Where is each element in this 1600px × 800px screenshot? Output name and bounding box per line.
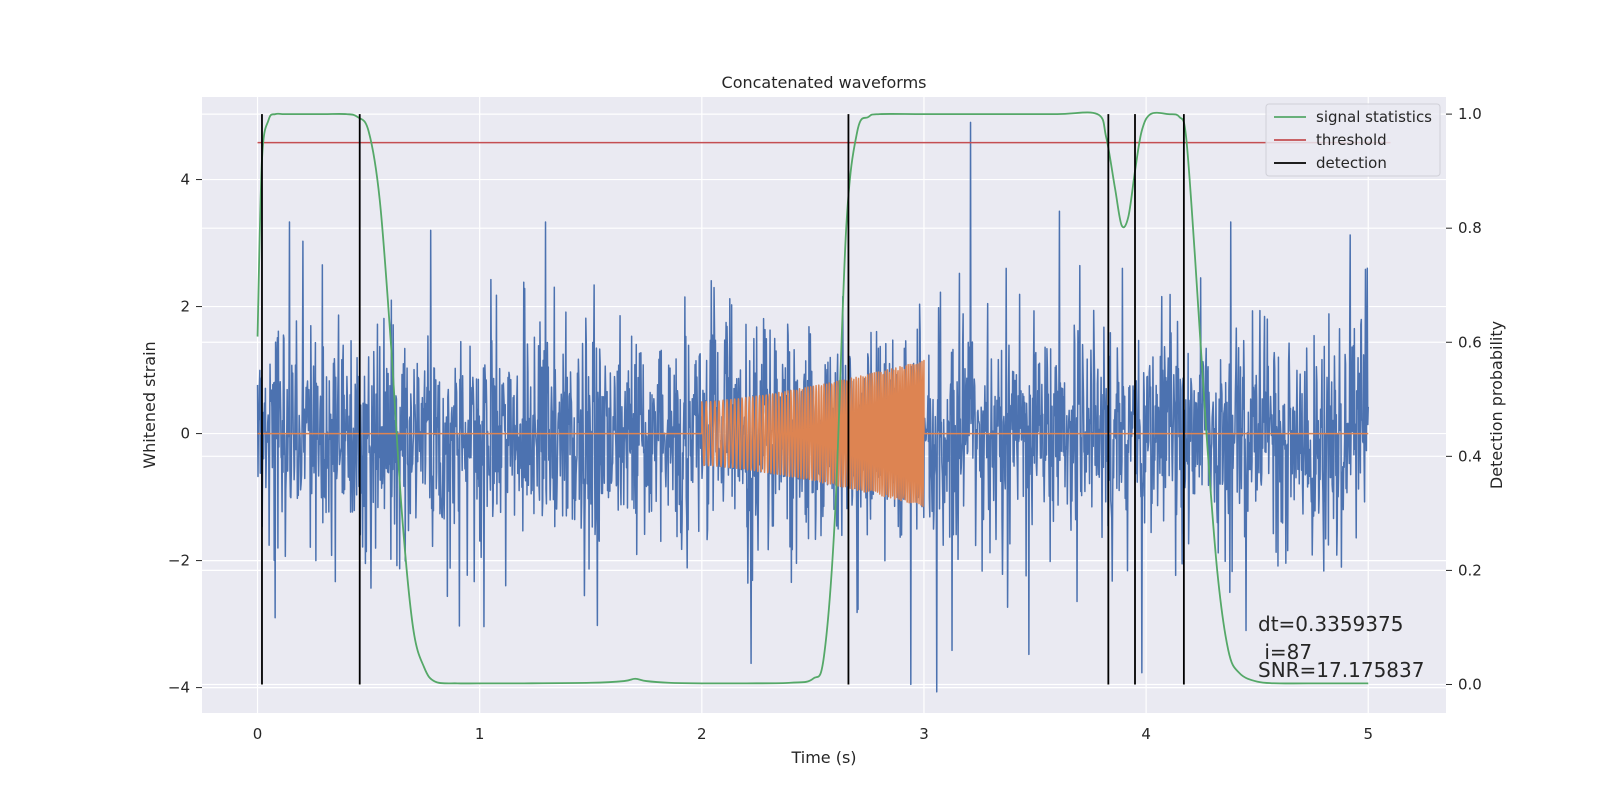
statistics-series	[256, 111, 1369, 685]
y2-axis-label: Detection probability	[1487, 321, 1506, 489]
chart-title: Concatenated waveforms	[722, 73, 927, 92]
y2-tick-label: 0.2	[1458, 561, 1482, 579]
x-tick-label: 2	[697, 725, 707, 743]
annotation-index: i=87	[1258, 640, 1312, 664]
annotation-snr: SNR=17.175837	[1258, 658, 1424, 682]
y-axis-label: Whitened strain	[140, 341, 159, 468]
y2-tick-label: 0.4	[1458, 447, 1482, 465]
y2-tick-label: 0.0	[1458, 675, 1482, 693]
y-tick-label: −4	[168, 679, 190, 697]
y-tick-label: 4	[180, 171, 190, 189]
legend-box	[1265, 103, 1441, 177]
y-tick-label: 0	[180, 425, 190, 443]
y-tick-label: 2	[180, 298, 190, 316]
legend-label-detection: detection	[1316, 154, 1387, 172]
legend: signal statistics threshold detection	[1265, 103, 1441, 177]
signal-series	[257, 359, 1369, 507]
y-tick-label: −2	[168, 552, 190, 570]
x-tick-label: 1	[475, 725, 485, 743]
x-tick-label: 4	[1141, 725, 1151, 743]
detection-lines	[261, 114, 1185, 685]
legend-label-threshold: threshold	[1316, 131, 1387, 149]
x-axis-label: Time (s)	[790, 748, 856, 767]
x-tick-label: 5	[1363, 725, 1373, 743]
axis-ticks: 0 1 2 3 4 5 −4 −2 0 2 4 0.0 0.2 0.4 0.6 0.8 1.0	[168, 105, 1482, 743]
annotation-dt: dt=0.3359375	[1258, 612, 1403, 636]
annotations: dt=0.3359375 i=87 SNR=17.175837	[1258, 612, 1424, 682]
legend-label-statistics: signal statistics	[1316, 108, 1432, 126]
x-tick-label: 0	[253, 725, 263, 743]
statistics-line	[256, 111, 1369, 685]
y2-tick-label: 0.6	[1458, 333, 1482, 351]
x-tick-label: 3	[919, 725, 929, 743]
signal-line	[257, 359, 1369, 507]
y2-tick-label: 1.0	[1458, 105, 1482, 123]
y2-tick-label: 0.8	[1458, 219, 1482, 237]
